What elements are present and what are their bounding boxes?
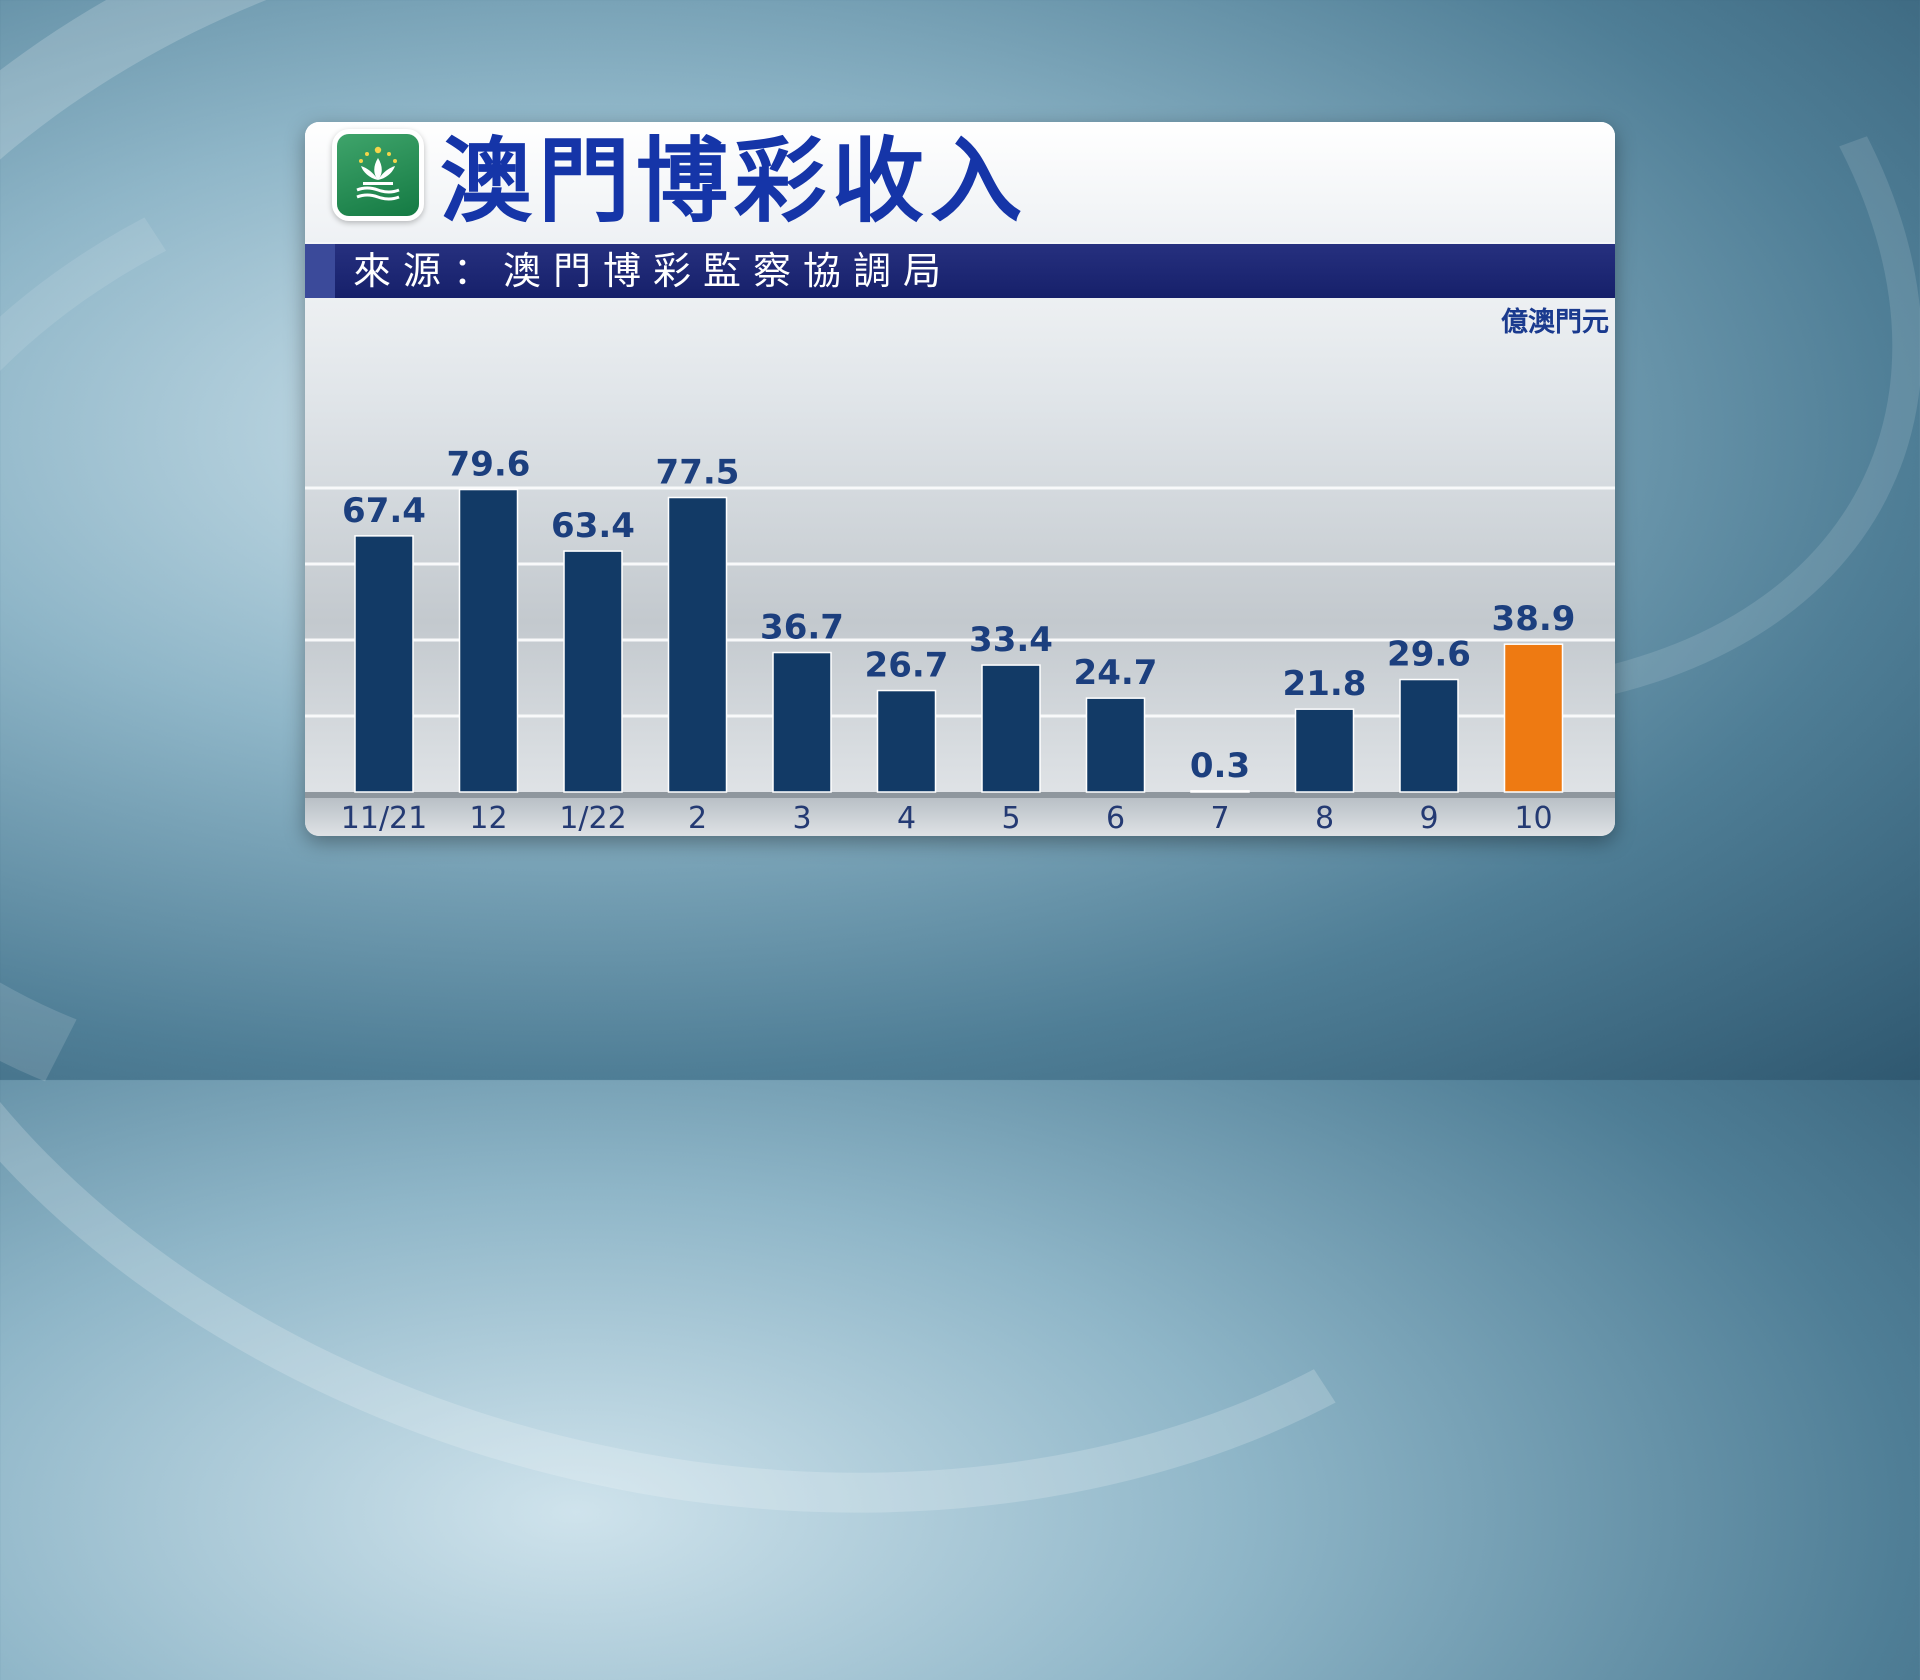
bar-12 [458, 488, 519, 793]
bar-10 [1503, 643, 1564, 793]
value-label: 36.7 [760, 608, 844, 648]
category-label: 12 [469, 801, 507, 836]
value-label: 77.5 [656, 453, 740, 493]
value-label: 21.8 [1283, 664, 1367, 704]
bar-8 [1294, 708, 1355, 793]
title-area: 澳門博彩收入 [305, 122, 1615, 242]
value-label: 79.6 [447, 445, 531, 485]
value-label: 29.6 [1387, 635, 1471, 675]
value-label: 33.4 [969, 620, 1053, 660]
bar-11/21 [354, 535, 414, 793]
value-label: 26.7 [865, 646, 949, 686]
bar-9 [1399, 678, 1459, 793]
value-label: 67.4 [342, 491, 426, 531]
value-label: 0.3 [1190, 746, 1250, 786]
bar-1/22 [563, 550, 623, 793]
category-label: 1/22 [559, 801, 626, 836]
chart-title: 澳門博彩收入 [440, 128, 1029, 235]
bar-5 [981, 664, 1041, 793]
category-label: 11/21 [341, 801, 427, 836]
category-label: 9 [1419, 801, 1438, 836]
source-text: 來源：澳門博彩監察協調局 [353, 249, 954, 293]
bar-3 [772, 651, 832, 793]
bar-4 [876, 689, 937, 793]
value-label: 38.9 [1492, 599, 1576, 639]
bar-7 [1190, 790, 1250, 793]
bar-6 [1085, 697, 1146, 793]
bar-chart: 67.4 11/21 79.6 12 63.4 1/22 77.5 2 36.7 3 26.7 4 33… [305, 445, 1615, 836]
macau-emblem-icon [337, 134, 419, 216]
category-label: 3 [792, 801, 811, 836]
value-label: 24.7 [1074, 653, 1158, 693]
category-label: 2 [688, 801, 707, 836]
source-accent [305, 244, 335, 298]
category-label: 7 [1210, 801, 1229, 836]
value-label: 63.4 [551, 506, 635, 546]
unit-label: 億澳門元 [1501, 307, 1609, 338]
source-bar: 來源：澳門博彩監察協調局 [305, 244, 1615, 298]
category-label: 6 [1106, 801, 1125, 836]
category-label: 4 [897, 801, 916, 836]
category-label: 8 [1315, 801, 1334, 836]
category-label: 10 [1514, 801, 1552, 836]
category-label: 5 [1001, 801, 1020, 836]
category-axis-strip [305, 792, 1615, 836]
bar-2 [667, 496, 728, 793]
